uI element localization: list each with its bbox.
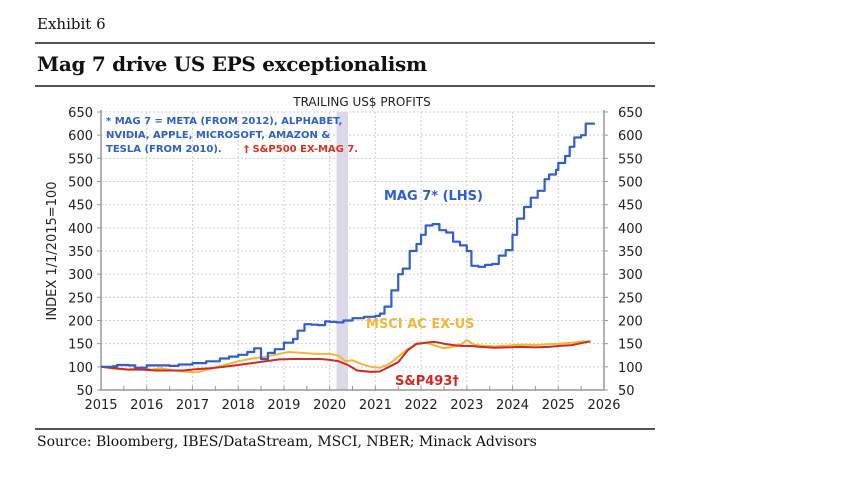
y-tick-label-left: 50 (76, 384, 93, 399)
x-ticks: 2015 2016 2017 2018 2019 2020 2021 2022 2023 2024… (84, 398, 620, 413)
chart-title: TRAILING US$ PROFITS (292, 95, 431, 109)
y-axis-label: INDEX 1/1/2015=100 (45, 182, 60, 321)
y-tick-label-left: 250 (68, 291, 93, 306)
x-tick-label: 2024 (496, 398, 529, 413)
x-tick-label: 2023 (450, 398, 483, 413)
y-tick-label-right: 500 (618, 176, 643, 191)
series-label-msci: MSCI AC EX-US (366, 317, 475, 332)
y-tick-label-left: 100 (68, 361, 93, 376)
x-tick-label: 2018 (222, 398, 255, 413)
y-tick-label-left: 600 (68, 129, 93, 144)
x-tick-label: 2025 (542, 398, 575, 413)
y-tick-label-right: 150 (618, 338, 643, 353)
series-lines (100, 122, 595, 374)
y-tick-label-right: 550 (618, 152, 643, 167)
note-line-1: * MAG 7 = META (FROM 2012), ALPHABET, (106, 116, 342, 127)
y-tick-label-right: 650 (618, 106, 643, 121)
x-tick-label: 2015 (84, 398, 117, 413)
y-ticks-left: 50 100 150 200 250 300 350 400 450 500 550 600 650 (68, 106, 93, 399)
y-tick-label-left: 550 (68, 152, 93, 167)
y-tick-label-right: 450 (618, 199, 643, 214)
series-line-mag7 (101, 122, 595, 369)
series-label-sp493: S&P493† (395, 374, 459, 389)
y-tick-label-left: 650 (68, 106, 93, 121)
note-line-3a: TESLA (FROM 2010). (106, 144, 222, 155)
exhibit-label: Exhibit 6 (37, 15, 106, 33)
source-note: Source: Bloomberg, IBES/DataStream, MSCI… (37, 434, 537, 450)
recession-shading (336, 112, 348, 390)
y-tick-label-left: 400 (68, 222, 93, 237)
y-tick-label-left: 200 (68, 315, 93, 330)
header-rule-bottom (35, 85, 655, 87)
x-tick-label: 2021 (359, 398, 392, 413)
note-line-3b: † S&P500 EX-MAG 7. (244, 144, 358, 155)
footer-rule (35, 428, 655, 430)
y-tick-label-right: 400 (618, 222, 643, 237)
series-line-sp493 (100, 340, 591, 373)
y-tick-label-left: 150 (68, 338, 93, 353)
y-tick-label-left: 350 (68, 245, 93, 260)
y-tick-label-left: 450 (68, 199, 93, 214)
y-tick-label-left: 500 (68, 176, 93, 191)
header-rule-top (35, 42, 655, 44)
y-tick-label-right: 100 (618, 361, 643, 376)
series-line-msci (100, 339, 591, 374)
y-tick-label-left: 300 (68, 268, 93, 283)
x-tick-label: 2022 (405, 398, 438, 413)
x-tick-label: 2020 (313, 398, 346, 413)
x-tick-label: 2026 (587, 398, 620, 413)
axes (97, 110, 608, 391)
series-label-mag7: MAG 7* (LHS) (384, 189, 483, 204)
page-title: Mag 7 drive US EPS exceptionalism (37, 52, 427, 76)
y-tick-label-right: 200 (618, 315, 643, 330)
x-tick-label: 2019 (267, 398, 300, 413)
x-tick-label: 2016 (130, 398, 163, 413)
y-ticks-right: 50 100 150 200 250 300 350 400 450 500 550 600 650 (618, 106, 643, 399)
y-tick-label-right: 350 (618, 245, 643, 260)
y-tick-label-right: 600 (618, 129, 643, 144)
y-tick-label-right: 250 (618, 291, 643, 306)
y-tick-label-right: 300 (618, 268, 643, 283)
x-tick-label: 2017 (176, 398, 209, 413)
y-tick-label-right: 50 (618, 384, 635, 399)
note-line-2: NVIDIA, APPLE, MICROSOFT, AMAZON & (106, 130, 330, 141)
